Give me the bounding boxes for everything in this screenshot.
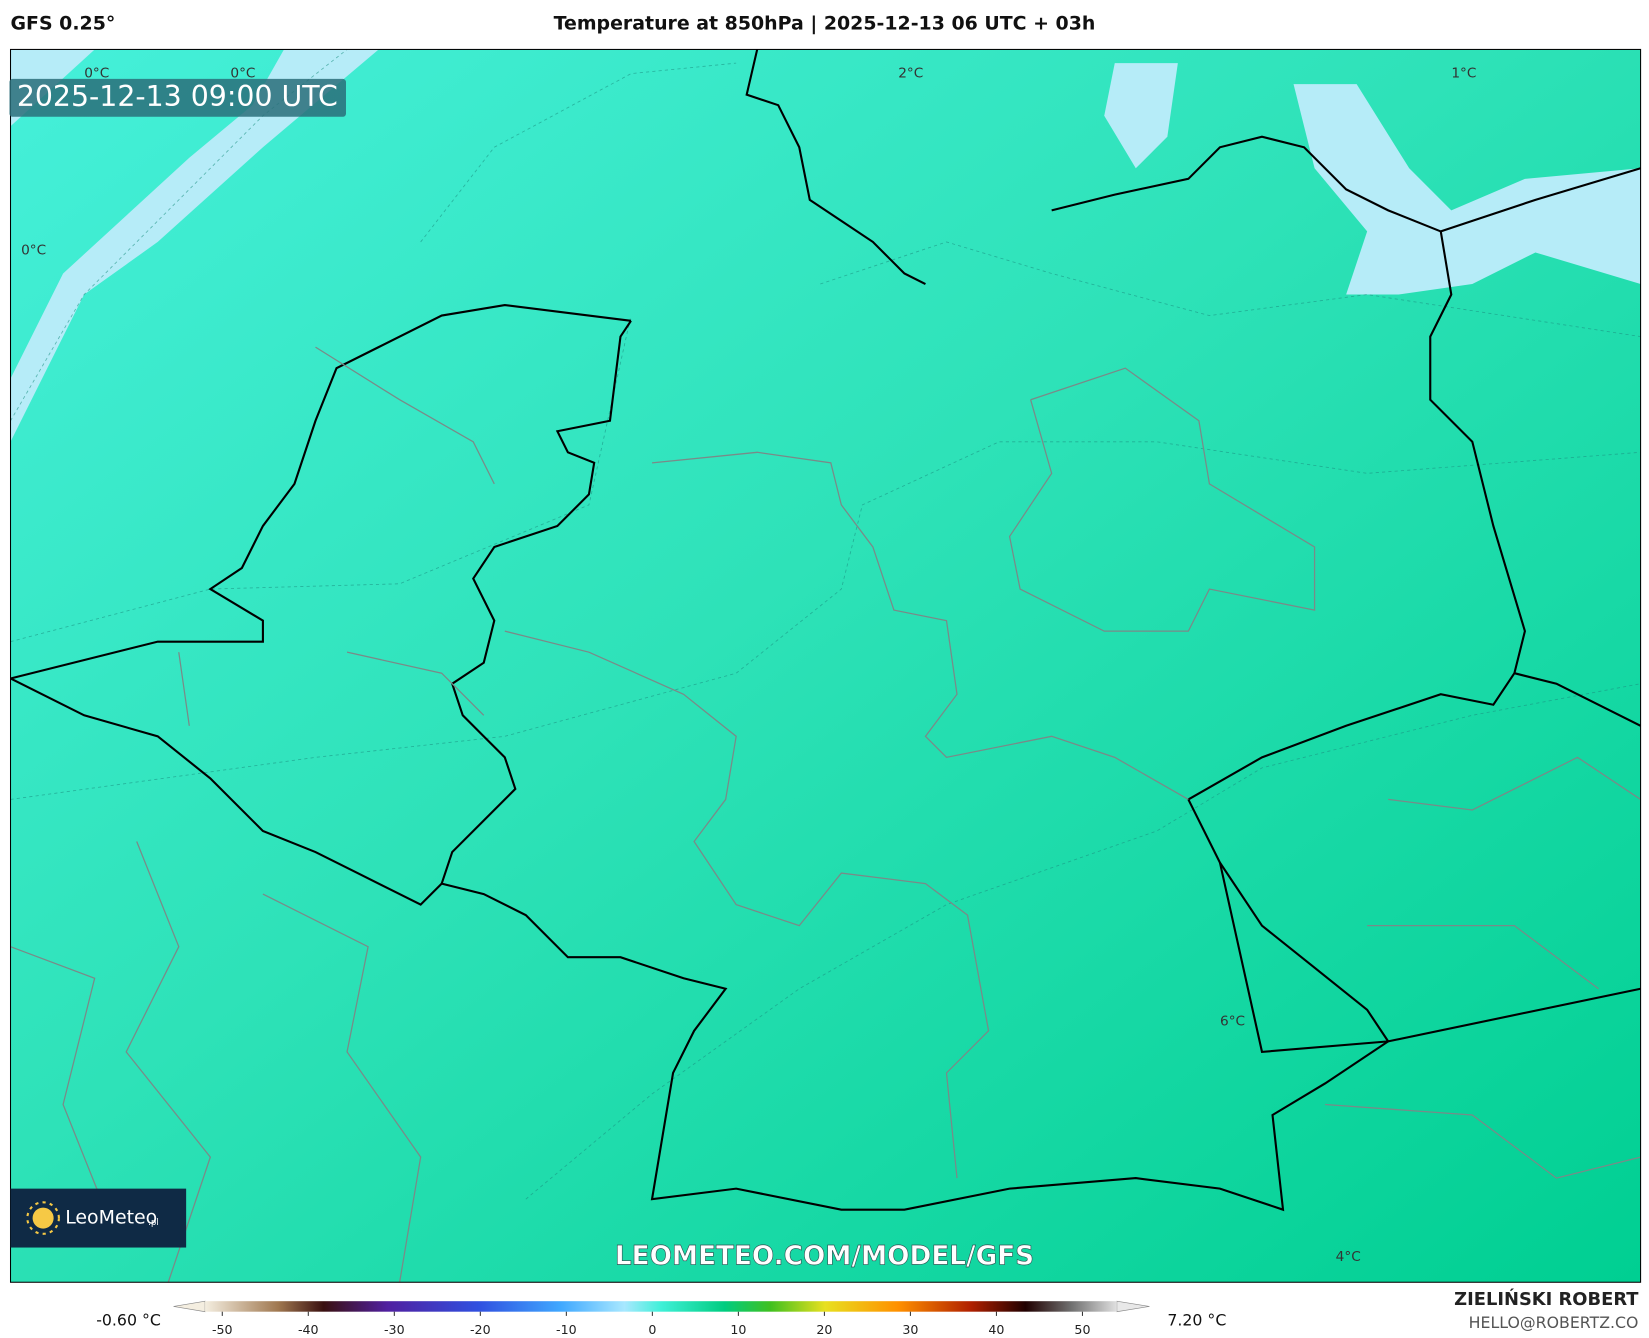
colorbar-start <box>173 1300 206 1313</box>
author-email: HELLO@ROBERTZ.CO <box>1469 1313 1639 1332</box>
coastline <box>1051 135 1641 233</box>
logo-sun <box>32 1207 54 1229</box>
coastline <box>745 49 926 285</box>
contour-label: 0°C <box>21 242 46 258</box>
colorbar-scale <box>205 1301 1117 1312</box>
watermark: LEOMETEO.COM/MODEL/GFS <box>615 1242 1034 1272</box>
contour-label: 2°C <box>898 66 923 82</box>
country-border <box>440 231 1526 1212</box>
map-title: Temperature at 850hPa | 2025-12-13 06 UT… <box>554 13 1096 35</box>
colorbar-min-label: -0.60 °C <box>96 1311 161 1330</box>
contour-label: 1°C <box>1451 66 1476 82</box>
contour-label: 0°C <box>230 66 255 82</box>
logo-name: LeoMeteo <box>65 1207 157 1229</box>
timestamp-box <box>9 78 346 117</box>
contour-label: 4°C <box>1336 1249 1361 1265</box>
contour-label: 6°C <box>1220 1013 1245 1029</box>
colorbar-end <box>1116 1300 1150 1313</box>
colorbar-max-label: 7.20 °C <box>1167 1311 1226 1330</box>
region-border <box>1008 367 1316 632</box>
colorbar-tick-label: -30 <box>384 1322 405 1337</box>
colorbar-tick-label: -50 <box>212 1322 233 1337</box>
map: 0°C 0°C 0°C 2°C 1°C 6°C 4°C 2025-12-13 0… <box>9 48 1642 1283</box>
country-border <box>10 677 443 906</box>
author-name: ZIELIŃSKI ROBERT <box>1454 1288 1639 1310</box>
cold-region <box>1293 84 1641 295</box>
region-border <box>1325 756 1641 1179</box>
region-border <box>651 451 1189 800</box>
region-border <box>10 841 422 1283</box>
country-border <box>1218 862 1641 1054</box>
colorbar-tick-label: 40 <box>988 1322 1004 1337</box>
contour-label: 0°C <box>84 66 109 82</box>
cold-region <box>1104 63 1178 169</box>
colorbar-tick-label: 50 <box>1074 1322 1090 1337</box>
isotherm <box>525 683 1641 1200</box>
colorbar-tick-label: -10 <box>556 1322 577 1337</box>
isotherm <box>10 441 1641 800</box>
coastline <box>10 303 632 680</box>
isotherm <box>420 62 737 243</box>
colorbar-tick-label: -40 <box>298 1322 319 1337</box>
country-border <box>1514 672 1642 727</box>
isotherm <box>820 241 1641 338</box>
colorbar: -0.60 °C 7.20 °C -50 -40 -30 -20 -10 0 10 20 30 4… <box>96 1300 1226 1337</box>
model-name: GFS 0.25° <box>11 13 116 35</box>
colorbar-tick-label: 0 <box>648 1322 656 1337</box>
region-border <box>178 346 495 726</box>
colorbar-tick-label: 10 <box>730 1322 746 1337</box>
logo-rays <box>26 1201 60 1235</box>
colorbar-tick-label: 20 <box>816 1322 832 1337</box>
region-border <box>504 630 990 1179</box>
timestamp: 2025-12-13 09:00 UTC <box>17 80 338 113</box>
map-frame <box>9 48 1642 1283</box>
logo-suffix: .pl <box>148 1217 158 1227</box>
colorbar-tick-label: 30 <box>902 1322 918 1337</box>
colorbar-tick-label: -20 <box>470 1322 491 1337</box>
isotherm <box>10 49 348 421</box>
